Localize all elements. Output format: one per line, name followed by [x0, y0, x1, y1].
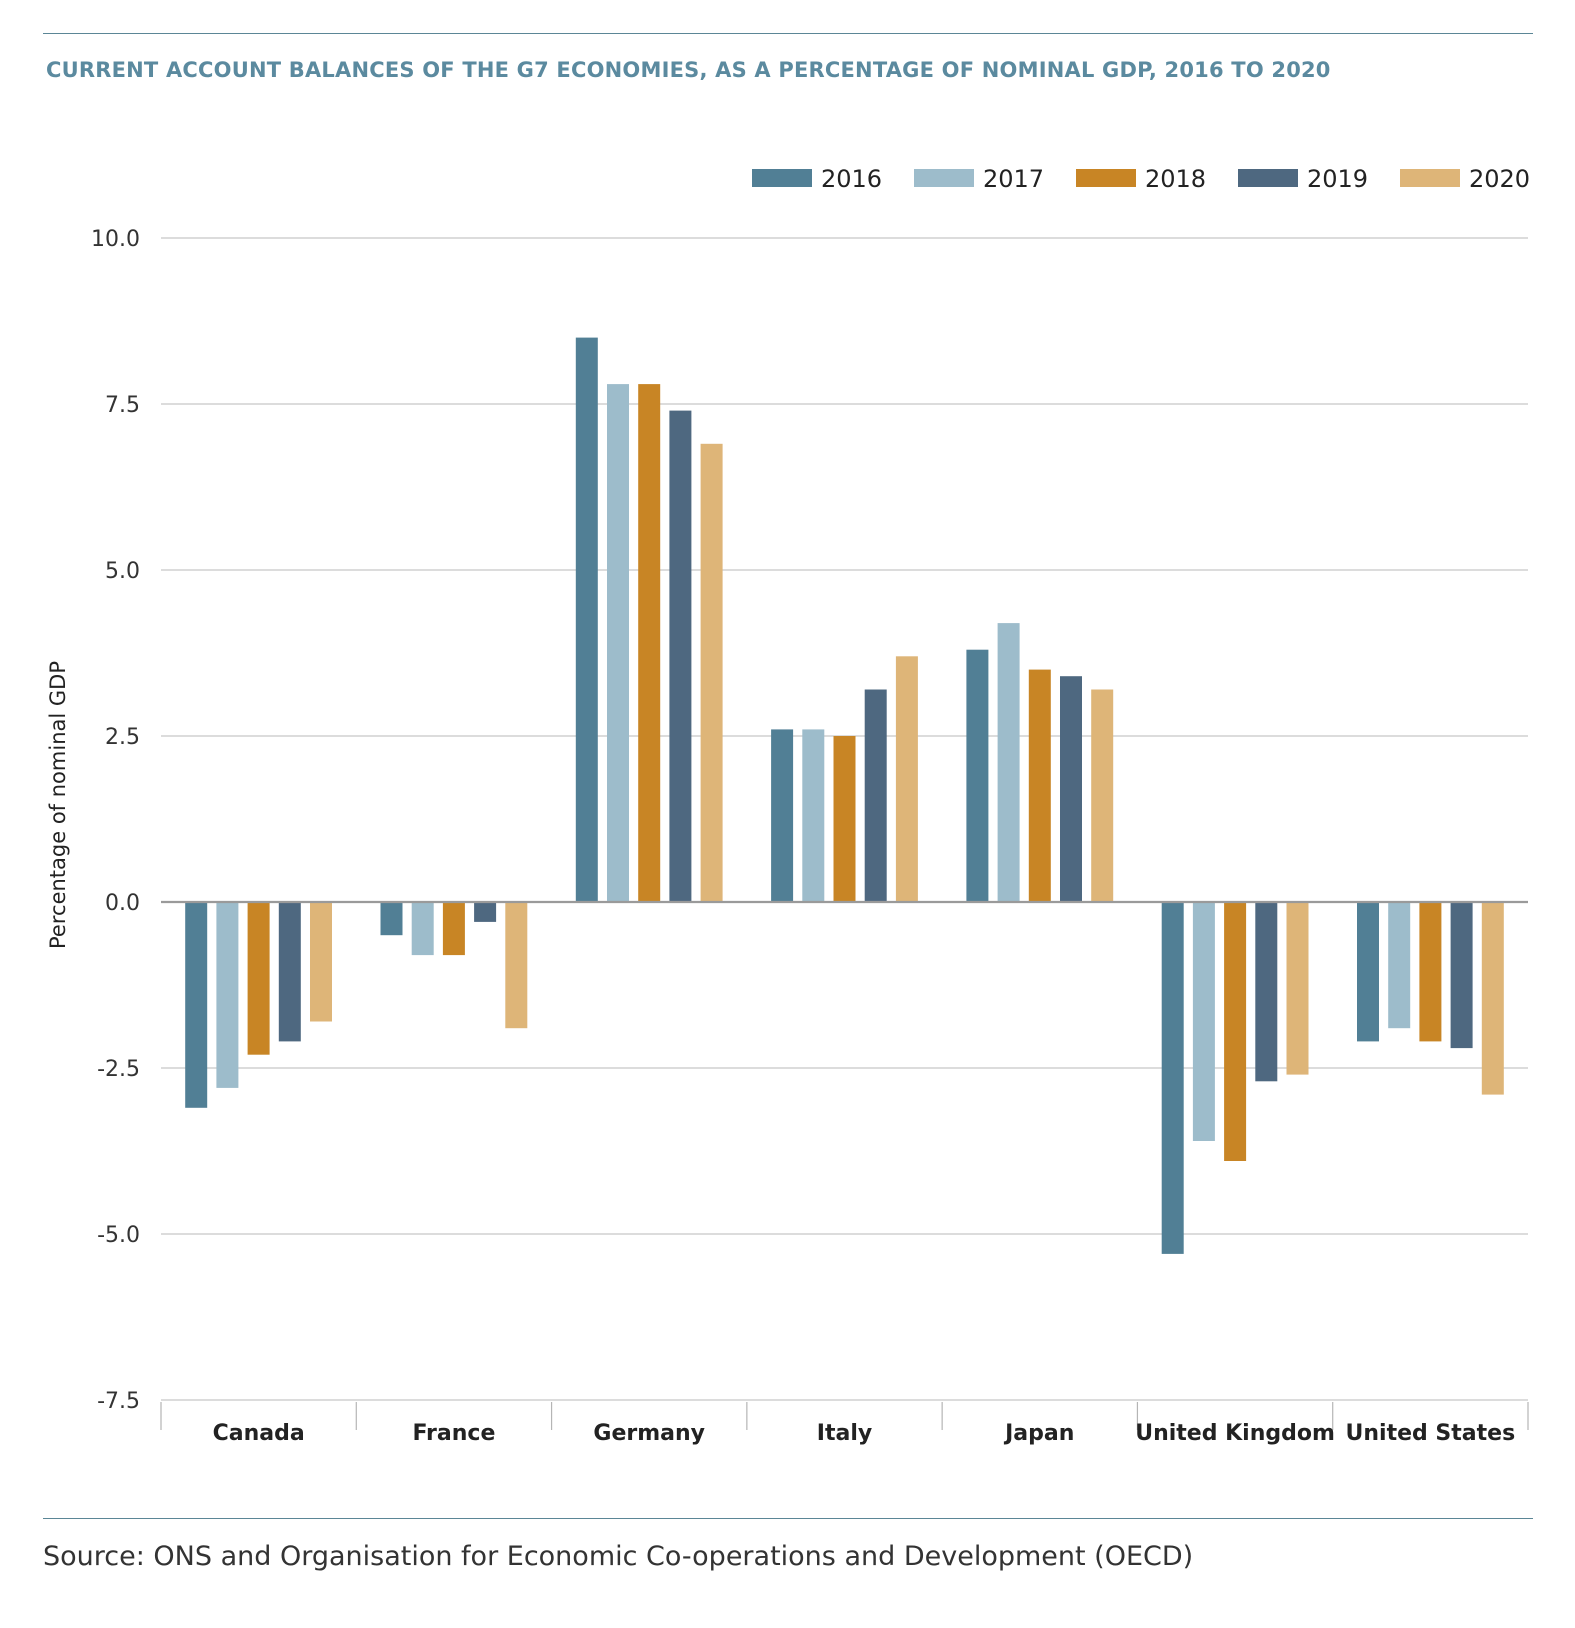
bar [411, 902, 434, 956]
bar [1161, 902, 1184, 1254]
legend-swatch [1076, 169, 1136, 187]
legend-swatch [1238, 169, 1298, 187]
y-tick-label: -5.0 [97, 1223, 140, 1248]
bar [833, 736, 856, 902]
legend-label: 2017 [983, 165, 1044, 193]
bar [864, 689, 887, 902]
bar [278, 902, 301, 1042]
bar [607, 384, 629, 903]
x-tick-label: France [412, 1421, 495, 1446]
x-tick-label: Germany [593, 1421, 705, 1446]
chart-title: CURRENT ACCOUNT BALANCES OF THE G7 ECONO… [46, 58, 1331, 82]
bar [700, 443, 723, 902]
y-tick-label: 2.5 [105, 725, 140, 750]
bars [185, 337, 1504, 1254]
bar [1255, 902, 1278, 1082]
y-tick-label: 7.5 [105, 393, 140, 418]
x-tick-label: United States [1346, 1421, 1516, 1446]
bar [669, 410, 692, 902]
legend-swatch [752, 169, 812, 187]
bar [505, 902, 528, 1029]
legend-label: 2018 [1145, 165, 1206, 193]
bar [575, 337, 598, 903]
bar [442, 902, 465, 956]
y-axis-label: Percentage of nominal GDP [46, 661, 70, 949]
bar [310, 902, 332, 1022]
bar [638, 384, 661, 903]
legend-label: 2016 [821, 165, 882, 193]
y-axis: 10.0 7.5 5.0 2.5 0.0 -2.5 -5.0 -7.5 [91, 227, 140, 1414]
gridlines [161, 237, 1528, 1401]
bar [1481, 902, 1504, 1095]
bar [1286, 902, 1309, 1075]
bar [1450, 902, 1473, 1049]
bar [1388, 902, 1411, 1029]
bar [1028, 669, 1051, 902]
bar [1060, 676, 1082, 902]
x-tick-label: Canada [213, 1421, 305, 1446]
bar [1419, 902, 1442, 1042]
bottom-divider [43, 1518, 1533, 1519]
bar [380, 902, 403, 936]
top-divider [43, 33, 1533, 34]
bar [247, 902, 270, 1055]
bar [895, 656, 918, 902]
bar [1357, 902, 1379, 1042]
x-tick-label: Japan [1003, 1421, 1074, 1446]
bar [771, 729, 794, 902]
bar [216, 902, 239, 1088]
x-tick-label: Italy [817, 1421, 872, 1446]
legend-label: 2019 [1307, 165, 1368, 193]
bar [185, 902, 208, 1108]
source-note: Source: ONS and Organisation for Economi… [43, 1541, 1194, 1572]
bar [966, 649, 989, 902]
y-tick-label: -7.5 [97, 1389, 140, 1414]
y-tick-label: 5.0 [105, 559, 140, 584]
legend-swatch [914, 169, 974, 187]
y-tick-label: -2.5 [97, 1057, 140, 1082]
y-tick-label: 10.0 [91, 227, 140, 252]
bar [1224, 902, 1247, 1161]
bar [1192, 902, 1215, 1141]
legend: 2016 2017 2018 2019 2020 [752, 165, 1530, 193]
legend-swatch [1400, 169, 1460, 187]
legend-label: 2020 [1469, 165, 1530, 193]
y-tick-label: 0.0 [105, 891, 140, 916]
x-axis: Canada France Germany Italy Japan United King… [160, 1402, 1529, 1446]
bar [802, 729, 825, 902]
bar-chart: Canada France Germany Italy Japan United King… [46, 165, 1530, 1446]
bar [1091, 689, 1114, 902]
bar [474, 902, 497, 922]
x-tick-label: United Kingdom [1135, 1421, 1335, 1446]
bar [997, 623, 1020, 902]
